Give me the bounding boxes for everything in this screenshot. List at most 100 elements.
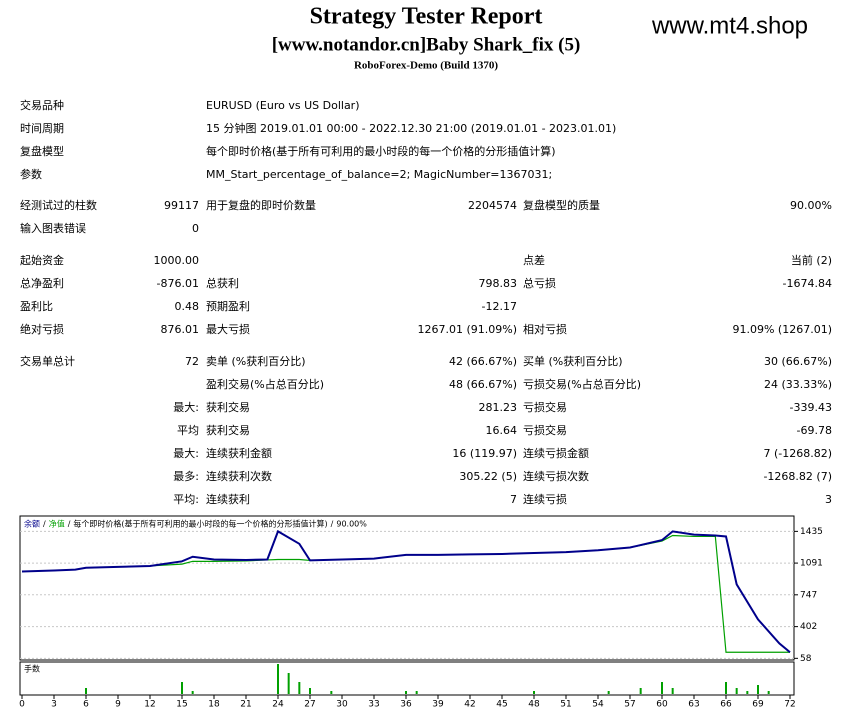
volume-bar (277, 664, 279, 694)
cell-value: 72 (185, 355, 199, 368)
volume-frame (19, 661, 795, 696)
cell-label: 复盘模型 (20, 144, 64, 158)
cell-value: EURUSD (Euro vs US Dollar) (206, 99, 360, 112)
cell-value: 798.83 (479, 277, 518, 290)
y-tick-label: 747 (800, 590, 817, 600)
cell-value: 48 (66.67%) (449, 378, 517, 391)
x-tick-label: 27 (304, 700, 315, 710)
cell-value: 最大: (173, 400, 199, 414)
x-tick-label: 0 (19, 700, 25, 710)
cell-label: 预期盈利 (206, 300, 250, 313)
y-tick-label: 402 (800, 622, 817, 632)
x-tick-label: 21 (240, 700, 251, 710)
cell-label: 连续亏损 (523, 492, 567, 506)
cell-label: 最大亏损 (206, 322, 250, 336)
x-tick-label: 6 (83, 700, 89, 710)
cell-label: 时间周期 (20, 122, 64, 135)
x-tick-label: 57 (624, 700, 635, 710)
cell-value: 15 分钟图 2019.01.01 00:00 - 2022.12.30 21:… (206, 121, 616, 135)
title: Strategy Tester Report (310, 4, 543, 30)
cell-label: 亏损交易(%占总百分比) (523, 377, 641, 391)
volume-bar (671, 688, 674, 694)
cell-label: 用于复盘的即时价数量 (206, 198, 316, 212)
cell-value: 0.48 (175, 300, 200, 313)
cell-value: 16.64 (486, 424, 518, 437)
cell-value: 当前 (2) (791, 253, 832, 267)
cell-label: 参数 (20, 167, 42, 181)
cell-value: 每个即时价格(基于所有可利用的最小时段的每一个价格的分形插值计算) (206, 144, 556, 158)
cell-value: 90.00% (790, 199, 832, 212)
cell-value: -876.01 (157, 277, 199, 290)
x-tick-label: 36 (400, 700, 412, 710)
x-tick-label: 39 (432, 700, 444, 710)
cell-value: 876.01 (161, 323, 200, 336)
cell-value: 42 (66.67%) (449, 355, 517, 368)
cell-value: 0 (192, 222, 199, 235)
cell-value: 平均: (173, 493, 199, 506)
cell-label: 总获利 (206, 276, 239, 290)
cell-label: 复盘模型的质量 (523, 198, 600, 212)
cell-value: 最大: (173, 446, 199, 460)
cell-label: 盈利比 (20, 300, 53, 313)
volume-bar (298, 682, 301, 694)
cell-label: 买单 (%获利百分比) (523, 355, 623, 368)
subtitle: [www.notandor.cn]Baby Shark_fix (5) (272, 34, 581, 55)
legend-entry: 净值 (49, 519, 65, 529)
cell-value: 305.22 (5) (459, 470, 517, 483)
volume-bar (405, 691, 407, 694)
x-tick-label: 51 (560, 700, 571, 710)
cell-value: -69.78 (797, 424, 832, 437)
volume-bar (767, 691, 770, 694)
volume-bar (757, 685, 759, 694)
cell-label: 获利交易 (206, 400, 250, 414)
x-tick-label: 69 (752, 700, 764, 710)
cell-label: 连续亏损金额 (523, 446, 589, 460)
cell-value: 91.09% (1267.01) (732, 323, 832, 336)
cell-label: 亏损交易 (523, 400, 567, 414)
series-line (21, 529, 791, 654)
volume-bar (533, 691, 535, 694)
volume-bar (309, 688, 311, 694)
cell-label: 输入图表错误 (20, 221, 86, 235)
cell-value: MM_Start_percentage_of_balance=2; MagicN… (206, 168, 552, 181)
cell-label: 获利交易 (206, 423, 250, 437)
x-tick-label: 42 (464, 700, 475, 710)
y-tick-label: 1091 (800, 559, 823, 569)
legend-quality: 90.00% (336, 520, 367, 529)
x-tick-label: 24 (272, 700, 284, 710)
cell-value: 16 (119.97) (452, 447, 517, 460)
volume-bar (415, 691, 418, 694)
cell-value: 最多: (173, 469, 199, 483)
cell-label: 卖单 (%获利百分比) (206, 355, 306, 368)
y-tick-label: 1435 (800, 527, 823, 537)
cell-label: 连续亏损次数 (523, 469, 589, 483)
watermark: www.mt4.shop (651, 12, 808, 39)
cell-value: 99117 (164, 199, 199, 212)
x-tick-label: 12 (144, 700, 155, 710)
cell-label: 连续获利 (206, 492, 250, 506)
x-tick-label: 63 (688, 700, 699, 710)
volume-bar (735, 688, 738, 694)
x-tick-label: 66 (720, 700, 732, 710)
x-tick-label: 3 (51, 700, 57, 710)
volume-label: 手数 (24, 664, 40, 674)
cell-label: 起始资金 (20, 253, 64, 267)
cell-label: 连续获利次数 (206, 469, 272, 483)
x-tick-label: 45 (496, 700, 507, 710)
chart-frame (19, 515, 795, 661)
cell-value: 30 (66.67%) (764, 355, 832, 368)
x-tick-label: 33 (368, 700, 379, 710)
volume-bar (191, 691, 194, 694)
x-tick-label: 60 (656, 700, 668, 710)
y-tick-label: 58 (800, 654, 812, 664)
x-tick-label: 72 (784, 700, 795, 710)
x-tick-label: 15 (176, 700, 187, 710)
cell-value: 3 (825, 493, 832, 506)
cell-value: -1268.82 (7) (763, 470, 832, 483)
volume-bar (725, 682, 727, 694)
volume-bar (746, 691, 749, 694)
cell-label: 交易单总计 (20, 354, 75, 368)
cell-label: 总亏损 (523, 276, 556, 290)
x-tick-label: 48 (528, 700, 540, 710)
